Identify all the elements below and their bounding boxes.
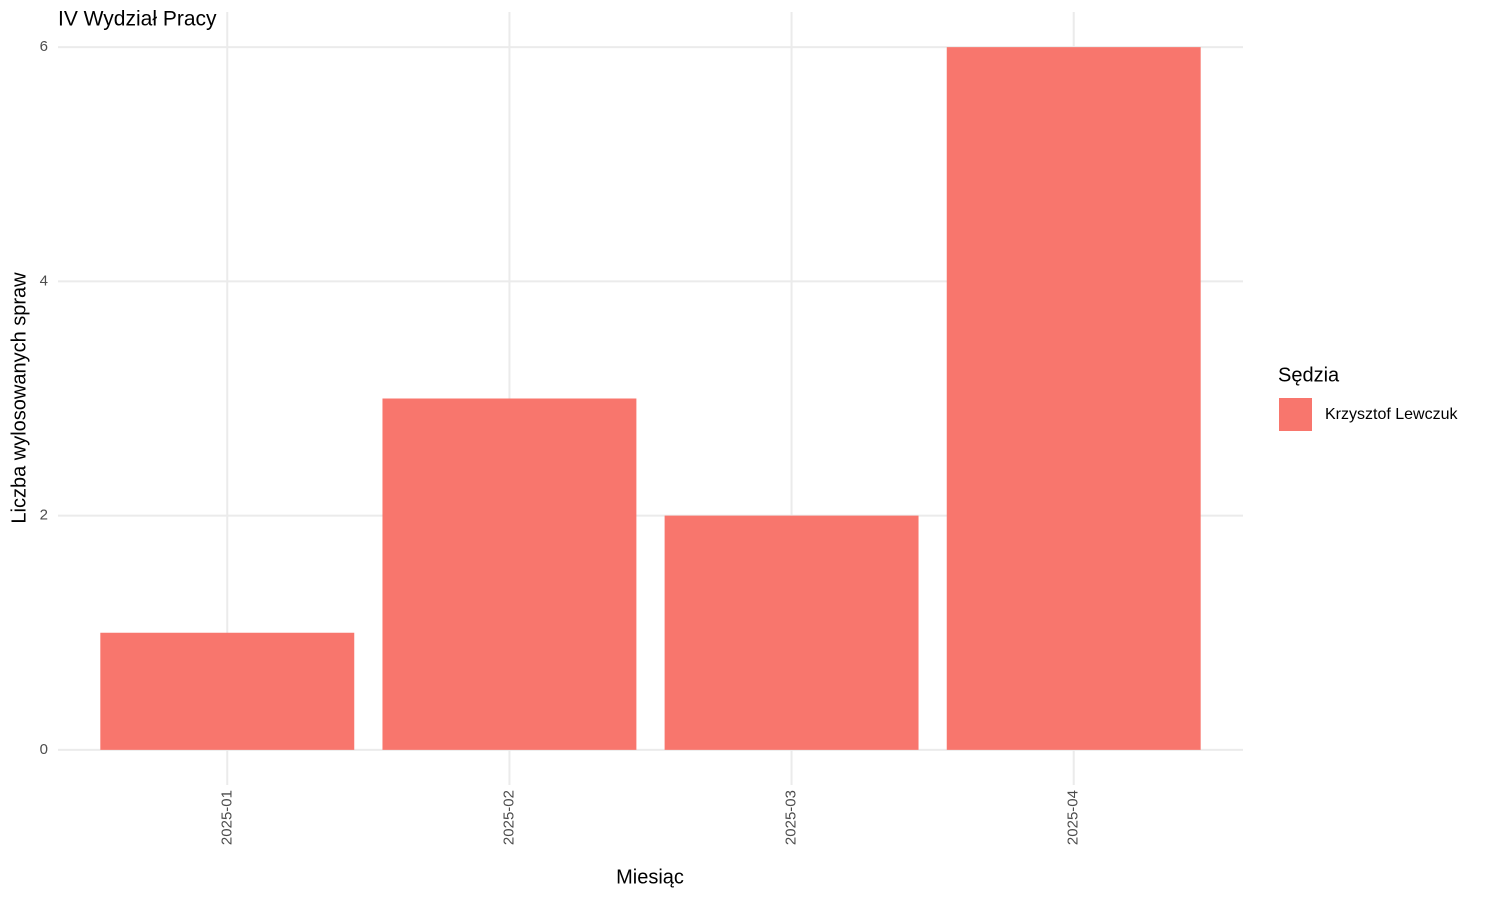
y-tick-label: 0 [40,741,48,758]
legend-title: Sędzia [1278,364,1340,386]
bar [382,398,637,750]
y-tick-label: 4 [40,272,48,289]
x-tick-label: 2025-04 [1065,790,1082,845]
y-axis-label: Liczba wylosowanych spraw [8,272,30,524]
x-axis-label: Miesiąc [616,866,684,888]
x-tick-label: 2025-02 [500,790,517,845]
bar [664,515,919,750]
x-tick-label: 2025-03 [783,790,800,845]
x-tick-label: 2025-01 [218,790,235,845]
legend-key [1279,398,1312,431]
y-tick-label: 2 [40,507,48,524]
bar [100,632,355,750]
y-tick-label: 6 [40,38,48,55]
bar [946,47,1201,750]
legend-label: Krzysztof Lewczuk [1325,406,1458,423]
chart-title: IV Wydział Pracy [58,8,217,31]
